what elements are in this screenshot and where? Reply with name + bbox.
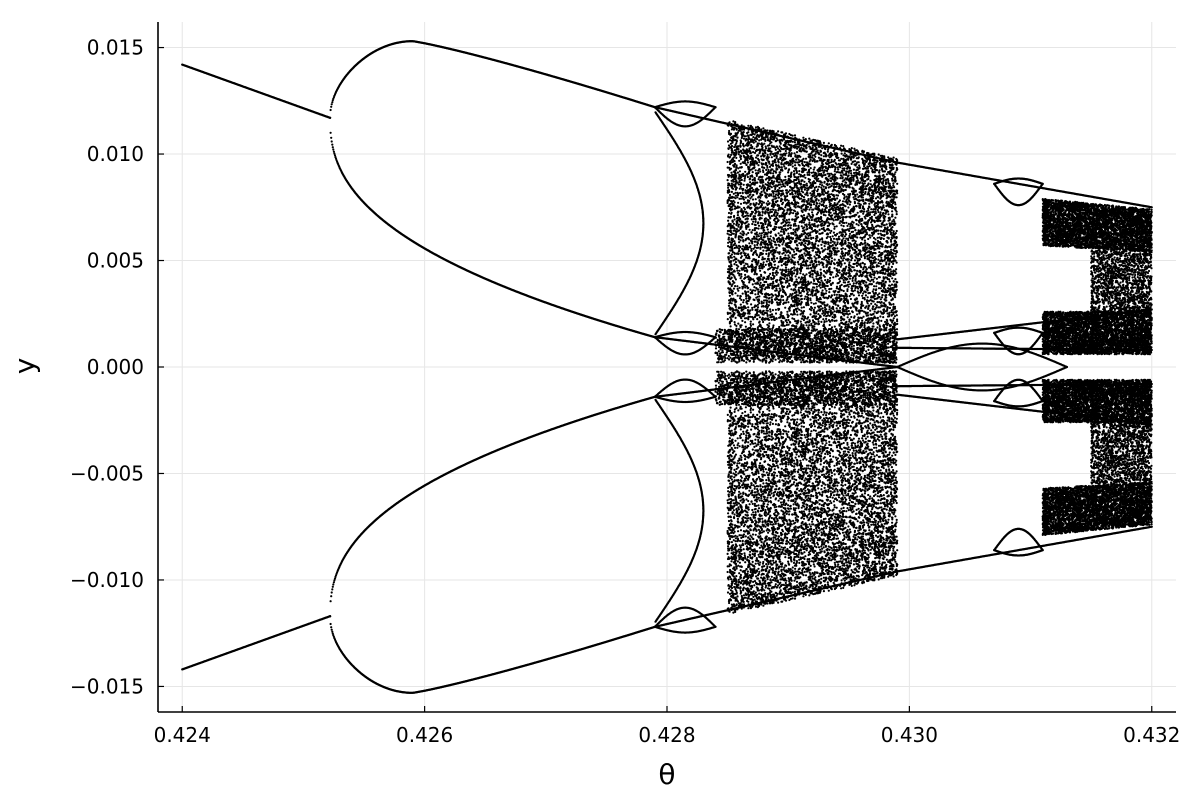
data-point (332, 583, 334, 585)
data-point (331, 103, 333, 105)
data-point (332, 146, 334, 148)
data-point (331, 629, 333, 631)
data-point (332, 148, 334, 150)
data-point (331, 588, 333, 590)
data-point (331, 591, 333, 593)
data-point (329, 615, 331, 617)
data-point (330, 626, 332, 628)
data-point (331, 101, 333, 103)
data-point (330, 623, 332, 625)
data-point (330, 137, 332, 139)
data-point (330, 595, 332, 597)
data-point (331, 631, 333, 633)
data-point (333, 581, 335, 583)
data-point (329, 117, 331, 119)
data-point (332, 586, 334, 588)
data-point (331, 140, 333, 142)
data-point (330, 600, 332, 602)
data-point (330, 106, 332, 108)
data-point (333, 151, 335, 153)
data-point (714, 626, 716, 628)
data-point (330, 132, 332, 134)
data-point (330, 109, 332, 111)
data-point (714, 106, 716, 108)
data-point (331, 144, 333, 146)
grid-layer (158, 22, 1176, 712)
